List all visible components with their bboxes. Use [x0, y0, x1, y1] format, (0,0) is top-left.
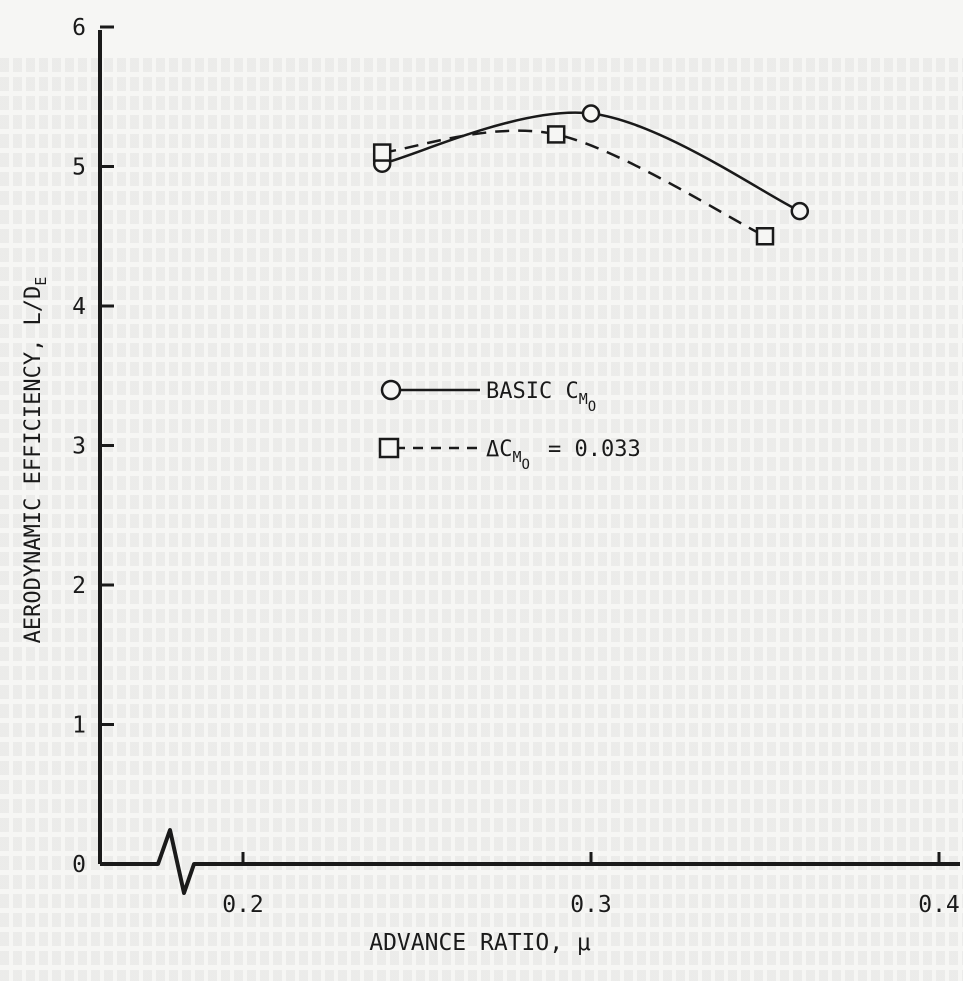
x-tick-label: 0.4 [918, 892, 960, 918]
legend-sub: M [579, 390, 588, 408]
ghost-line [0, 932, 963, 946]
legend-subsub: O [522, 457, 530, 473]
ghost-line [0, 647, 963, 661]
legend-label-2: ΔCMO = 0.033 [486, 437, 641, 473]
ghost-line [0, 229, 963, 243]
y-axis-label: AERODYNAMIC EFFICIENCY, L/DE [21, 277, 50, 644]
ghost-line [0, 58, 963, 72]
x-axis-label: ADVANCE RATIO, μ [369, 930, 591, 956]
legend-marker-circle [380, 379, 402, 401]
y-tick-label: 3 [72, 434, 86, 460]
ghost-line [0, 970, 963, 981]
ghost-line [0, 609, 963, 623]
legend-text: BASIC C [486, 379, 579, 404]
ghost-line [0, 191, 963, 205]
ghost-line [0, 552, 963, 566]
legend-sub: M [513, 448, 522, 466]
y-tick-label: 4 [72, 294, 86, 320]
y-tick-label: 1 [72, 713, 86, 739]
series-line-2 [382, 129, 766, 238]
y-tick-label: 0 [72, 852, 86, 878]
data-point-circle [581, 104, 601, 123]
ghost-line [0, 704, 963, 718]
ghost-line [0, 666, 963, 680]
legend-label-1: BASIC CMO [486, 379, 596, 415]
ghost-line [0, 77, 963, 91]
x-axis-line-with-break [100, 828, 960, 895]
ghost-line [0, 134, 963, 148]
ghost-line [0, 248, 963, 262]
ghost-line [0, 476, 963, 490]
legend-suffix: = 0.033 [548, 437, 641, 462]
ghost-line [0, 951, 963, 965]
y-tick-label: 6 [72, 15, 86, 41]
ghost-line [0, 495, 963, 509]
y-tick-label: 5 [72, 155, 86, 181]
ghost-line [0, 894, 963, 908]
ghost-line [0, 913, 963, 927]
ghost-line [0, 799, 963, 813]
ghost-line [0, 343, 963, 357]
data-point-circle [790, 201, 810, 221]
series-line-1 [381, 111, 801, 213]
ghost-line [0, 381, 963, 395]
ghost-line [0, 210, 963, 224]
ghost-line [0, 457, 963, 471]
legend-subsub: O [588, 399, 596, 415]
ghost-line [0, 305, 963, 319]
ghost-line [0, 742, 963, 756]
ghost-line [0, 438, 963, 452]
ghost-line [0, 875, 963, 889]
y-tick-label: 2 [72, 573, 86, 599]
ghost-line [0, 324, 963, 338]
ghost-line [0, 628, 963, 642]
data-point-square [546, 125, 566, 144]
ghost-line [0, 685, 963, 699]
ghost-line [0, 400, 963, 414]
data-point-square [372, 143, 392, 162]
ghost-line [0, 514, 963, 528]
y-axis-label-main: AERODYNAMIC EFFICIENCY, L/D [21, 286, 46, 644]
x-tick-label: 0.2 [222, 892, 264, 918]
ghost-line [0, 837, 963, 851]
ghost-line [0, 761, 963, 775]
ghost-line [0, 723, 963, 737]
ghost-line [0, 286, 963, 300]
ghost-line [0, 533, 963, 547]
ghost-line [0, 419, 963, 433]
data-point-square [755, 227, 775, 246]
legend-text: ΔC [486, 437, 513, 462]
ghost-line [0, 818, 963, 832]
ghost-line [0, 780, 963, 794]
ghost-line [0, 590, 963, 604]
ghost-line [0, 96, 963, 110]
ghost-line [0, 362, 963, 376]
ghost-line [0, 267, 963, 281]
ghost-line [0, 115, 963, 129]
legend-marker-square [378, 437, 400, 459]
ghost-line [0, 153, 963, 167]
ghost-line [0, 571, 963, 585]
y-axis-label-sub: E [32, 277, 50, 286]
chart-markers [372, 104, 810, 246]
x-tick-label: 0.3 [570, 892, 612, 918]
ghost-line [0, 172, 963, 186]
chart-series-lines [381, 111, 801, 238]
chart-ticks: 0 1 2 3 4 5 6 0.2 0.3 0.4 [72, 15, 960, 918]
chart-axes [98, 30, 960, 895]
